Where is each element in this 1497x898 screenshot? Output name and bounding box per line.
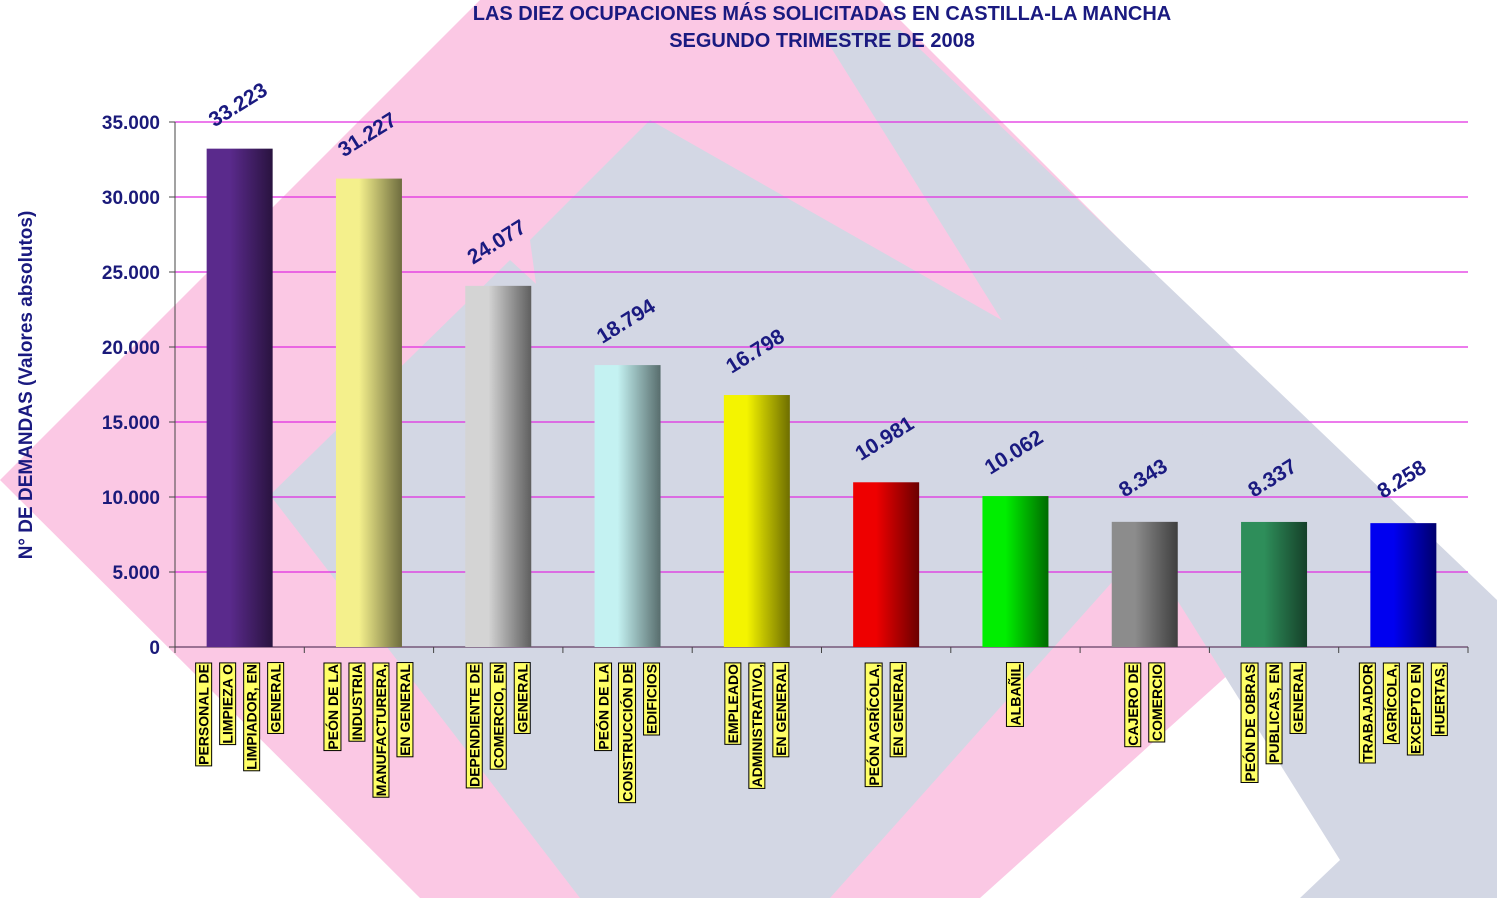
x-tick-label-line: EN GENERAL <box>397 663 413 757</box>
x-tick-label: GENERAL <box>1290 664 1306 733</box>
x-tick-label-line: AGRÍCOLA, <box>1383 663 1399 744</box>
x-tick-label-line: EN GENERAL <box>890 663 906 757</box>
x-tick-label: MANUFACTURERA, <box>373 664 389 796</box>
y-tick-label: 30.000 <box>102 188 160 209</box>
x-tick-label: AGRÍCOLA, <box>1383 664 1399 743</box>
x-tick-label: GENERAL <box>514 664 530 733</box>
x-tick-label-line: LIMPIEZA O <box>220 663 236 745</box>
x-tick-label-line: CONSTRUCCIÓN DE <box>619 663 636 803</box>
bar <box>595 365 661 647</box>
y-tick-label: 20.000 <box>102 338 160 359</box>
bar <box>336 179 402 647</box>
bar <box>465 286 531 647</box>
x-tick-label: INDUSTRIA <box>349 664 365 740</box>
x-tick-label-line: TRABAJADOR <box>1359 663 1375 763</box>
bar <box>724 395 790 647</box>
x-tick-label: PEÓN DE OBRAS <box>1241 664 1258 781</box>
page: {"chart_data": {"type": "bar", "title": … <box>0 0 1497 898</box>
bar <box>1112 522 1178 647</box>
x-tick-label-line: EDIFICIOS <box>644 663 660 735</box>
x-tick-label: PEÓN AGRÍCOLA, <box>865 664 882 786</box>
x-tick-label-line: EMPLEADO <box>725 663 741 744</box>
chart-title: LAS DIEZ OCUPACIONES MÁS SOLICITADAS EN … <box>473 2 1172 25</box>
x-tick-label: EXCEPTO EN <box>1407 664 1423 754</box>
x-tick-label-line: PEÓN AGRÍCOLA, <box>865 663 882 787</box>
x-tick-label: PUBLICAS, EN <box>1266 664 1282 763</box>
x-tick-label-line: GENERAL <box>1290 663 1306 734</box>
x-tick-label-line: LIMPIADOR, EN <box>244 663 260 771</box>
x-tick-label: EN GENERAL <box>773 664 789 756</box>
x-tick-label: EN GENERAL <box>397 664 413 756</box>
x-tick-label-line: CAJERO DE <box>1125 663 1141 747</box>
x-tick-label: COMERCIO, EN <box>490 664 506 768</box>
x-tick-label-line: EN GENERAL <box>773 663 789 757</box>
chart: LAS DIEZ OCUPACIONES MÁS SOLICITADAS EN … <box>0 0 1497 898</box>
x-tick-label: PEÓN DE LA <box>324 664 341 750</box>
x-tick-label: PEÓN DE LA <box>595 664 612 750</box>
x-tick-label-line: INDUSTRIA <box>349 663 365 741</box>
x-tick-label: COMERCIO <box>1149 664 1165 741</box>
x-tick-label: CAJERO DE <box>1125 664 1141 746</box>
value-label: 8.258 <box>1374 456 1431 504</box>
value-label: 33.223 <box>205 78 272 132</box>
x-tick-label-line: PEÓN DE LA <box>324 663 341 751</box>
x-tick-label: ALBAÑIL <box>1006 664 1023 726</box>
x-tick-label: HUERTAS, <box>1431 664 1447 735</box>
x-tick-label: EMPLEADO <box>725 664 741 743</box>
y-tick-label: 5.000 <box>112 563 160 584</box>
chart-subtitle: SEGUNDO TRIMESTRE DE 2008 <box>669 30 975 52</box>
x-tick-label: ADMINISTRATIVO, <box>749 664 765 787</box>
x-tick-label-line: PUBLICAS, EN <box>1266 663 1282 764</box>
x-tick-label: TRABAJADOR <box>1359 664 1375 762</box>
x-tick-label: CONSTRUCCIÓN DE <box>619 664 636 802</box>
x-tick-label: EDIFICIOS <box>644 664 660 734</box>
x-tick-label-line: GENERAL <box>268 663 284 734</box>
x-tick-label-line: ADMINISTRATIVO, <box>749 663 765 788</box>
x-tick-label-line: GENERAL <box>514 663 530 734</box>
x-tick-label-line: COMERCIO, EN <box>490 663 506 769</box>
x-tick-label: GENERAL <box>268 664 284 733</box>
x-tick-label-line: PEÓN DE OBRAS <box>1241 663 1258 782</box>
x-tick-label-line: EXCEPTO EN <box>1407 663 1423 755</box>
bar <box>1370 523 1436 647</box>
x-tick-label: DEPENDIENTE DE <box>466 664 482 787</box>
bar <box>982 496 1048 647</box>
x-tick-label: LIMPIEZA O <box>220 664 236 744</box>
x-tick-label: EN GENERAL <box>890 664 906 756</box>
x-tick-label-line: HUERTAS, <box>1431 663 1447 736</box>
bar <box>1241 522 1307 647</box>
y-tick-label: 0 <box>149 638 160 659</box>
bar <box>207 149 273 647</box>
y-axis-label: N° DE DEMANDAS (Valores absolutos) <box>16 211 37 560</box>
x-tick-label: PERSONAL DE <box>196 664 212 765</box>
bar <box>853 482 919 647</box>
y-tick-label: 10.000 <box>102 488 160 509</box>
x-tick-label: LIMPIADOR, EN <box>244 664 260 770</box>
x-tick-label-line: COMERCIO <box>1149 663 1165 742</box>
x-tick-label-line: PERSONAL DE <box>196 663 212 766</box>
y-tick-label: 15.000 <box>102 413 160 434</box>
x-tick-label-line: MANUFACTURERA, <box>373 663 389 797</box>
y-tick-label: 35.000 <box>102 113 160 134</box>
x-tick-label-line: PEÓN DE LA <box>595 663 612 751</box>
y-tick-label: 25.000 <box>102 263 160 284</box>
x-tick-label-line: ALBAÑIL <box>1006 663 1023 727</box>
x-tick-label-line: DEPENDIENTE DE <box>466 663 482 788</box>
